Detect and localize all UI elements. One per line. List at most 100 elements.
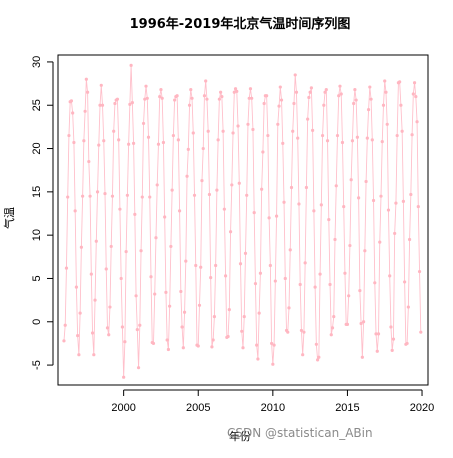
data-point [365,136,369,140]
data-point [242,314,246,319]
data-point [235,89,239,93]
data-point [124,250,128,254]
data-point [408,237,412,242]
data-point [99,83,103,87]
data-point [271,362,275,366]
data-point [146,135,151,139]
data-point [165,338,169,342]
data-point [180,325,184,329]
data-point [170,188,174,192]
data-point [400,129,404,133]
y-tick-label: -5 [31,360,43,370]
data-point [199,265,203,269]
data-point [72,140,76,145]
data-point [103,191,107,196]
data-point [414,94,418,99]
data-point [159,88,163,92]
data-point [373,281,377,285]
data-point [317,355,321,359]
data-point [236,124,240,128]
data-point [109,244,113,249]
data-point [374,332,378,336]
data-point [105,326,110,330]
data-point [411,92,415,96]
data-point [189,88,193,92]
data-point [102,139,106,143]
data-point [416,204,420,209]
data-point [171,133,175,138]
data-point [209,276,213,280]
data-point [76,334,80,338]
data-point [179,289,183,294]
data-point [252,211,256,215]
data-point [267,216,271,220]
data-point [338,84,342,88]
data-point [219,90,223,94]
data-point [120,325,124,329]
data-point [201,146,205,151]
data-point [241,346,245,350]
data-point [148,195,152,199]
data-point [256,357,260,361]
series-layer [62,63,423,379]
data-point [322,103,326,107]
data-point [207,192,212,197]
data-point [327,217,331,222]
y-tick-label: 0 [31,319,43,325]
data-point [333,237,337,242]
data-point [276,122,280,126]
data-point [140,195,144,199]
data-point [71,111,75,115]
x-tick-label: 2015 [335,402,359,414]
data-point [391,337,396,341]
data-point [274,214,279,218]
data-point [169,244,173,249]
data-point [410,133,414,137]
y-tick-label: 30 [31,56,43,68]
data-point [246,122,250,126]
data-point [136,366,141,370]
data-point [366,107,371,112]
data-point [175,94,179,98]
data-point [187,103,192,107]
data-point [376,332,381,336]
data-point [302,330,306,334]
data-point [378,240,382,244]
data-point [133,212,137,216]
data-point [182,310,187,314]
data-point [192,193,197,197]
data-point [380,140,384,144]
data-point [160,96,164,100]
data-point [243,251,248,255]
y-tick-label: 20 [31,142,43,154]
data-point [273,279,277,283]
data-point [266,133,270,138]
x-axis-label: 年份 [229,429,251,443]
data-point [215,188,219,192]
data-point [238,262,243,266]
data-point [143,97,147,101]
data-point [303,261,307,265]
data-point [287,306,291,310]
data-point [355,135,359,139]
data-point [94,239,98,243]
data-point [289,185,294,190]
data-point [248,87,253,91]
data-point [324,88,328,92]
data-point [205,97,209,101]
data-point [204,79,208,83]
data-point [163,215,167,219]
data-point [202,94,207,98]
data-point [81,194,85,198]
data-point [216,138,220,142]
data-point [389,325,393,329]
data-point [261,150,265,154]
data-point [250,96,254,100]
data-point [286,330,290,334]
data-point [84,77,88,81]
data-point [293,73,297,77]
data-point [92,353,96,357]
data-point [173,98,177,102]
data-point [350,139,355,143]
data-point [138,323,142,327]
